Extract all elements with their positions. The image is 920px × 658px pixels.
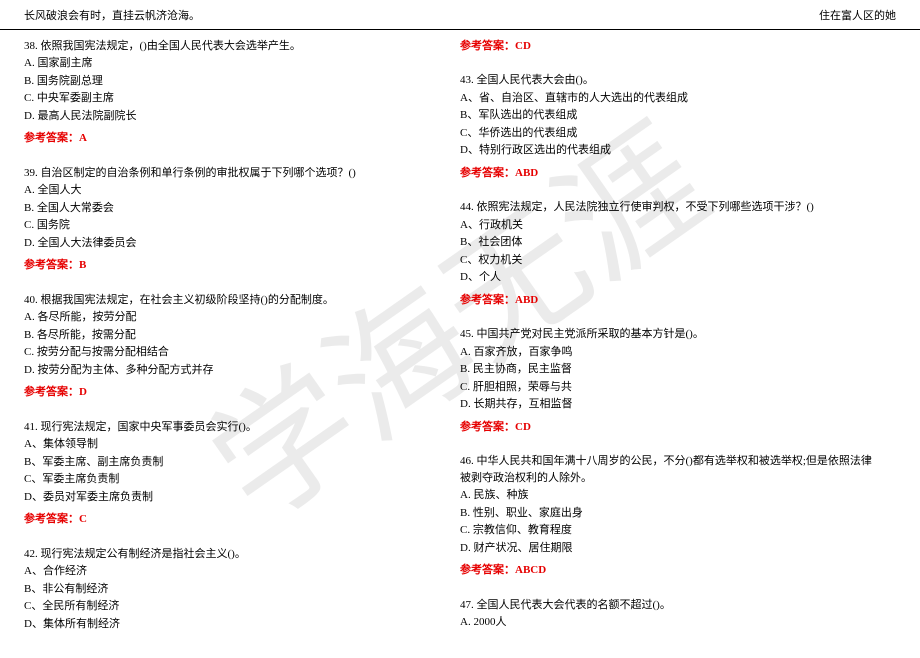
question-stem: 42. 现行宪法规定公有制经济是指社会主义()。 — [24, 546, 440, 563]
answer-line: 参考答案：C — [24, 511, 440, 528]
question-option: A、省、自治区、直辖市的人大选出的代表组成 — [460, 90, 876, 107]
question-block: 43. 全国人民代表大会由()。A、省、自治区、直辖市的人大选出的代表组成B、军… — [460, 72, 876, 181]
question-block: 41. 现行宪法规定，国家中央军事委员会实行()。A、集体领导制B、军委主席、副… — [24, 419, 440, 528]
question-option: C、军委主席负责制 — [24, 471, 440, 488]
left-column: 38. 依照我国宪法规定，()由全国人民代表大会选举产生。A. 国家副主席B. … — [24, 38, 460, 651]
question-block: 46. 中华人民共和国年满十八周岁的公民，不分()都有选举权和被选举权;但是依照… — [460, 453, 876, 579]
question-option: A. 各尽所能，按劳分配 — [24, 309, 440, 326]
header-quote: 长风破浪会有时，直挂云帆济沧海。 — [24, 8, 200, 25]
page-header: 长风破浪会有时，直挂云帆济沧海。 住在富人区的她 — [0, 0, 920, 30]
question-option: D、个人 — [460, 269, 876, 286]
question-option: D、特别行政区选出的代表组成 — [460, 142, 876, 159]
question-option: C、权力机关 — [460, 252, 876, 269]
question-option: A. 2000人 — [460, 614, 876, 631]
question-option: D. 按劳分配为主体、多种分配方式并存 — [24, 362, 440, 379]
question-option: B、非公有制经济 — [24, 581, 440, 598]
question-block: 44. 依照宪法规定，人民法院独立行使审判权，不受下列哪些选项干涉？()A、行政… — [460, 199, 876, 308]
question-stem: 38. 依照我国宪法规定，()由全国人民代表大会选举产生。 — [24, 38, 440, 55]
question-option: B、军队选出的代表组成 — [460, 107, 876, 124]
answer-line: 参考答案：ABCD — [460, 562, 876, 579]
question-option: A. 全国人大 — [24, 182, 440, 199]
question-stem: 44. 依照宪法规定，人民法院独立行使审判权，不受下列哪些选项干涉？() — [460, 199, 876, 216]
question-block: 40. 根据我国宪法规定，在社会主义初级阶段坚持()的分配制度。A. 各尽所能，… — [24, 292, 440, 401]
question-option: B. 全国人大常委会 — [24, 200, 440, 217]
question-stem: 40. 根据我国宪法规定，在社会主义初级阶段坚持()的分配制度。 — [24, 292, 440, 309]
question-option: B、军委主席、副主席负责制 — [24, 454, 440, 471]
answer-line: 参考答案：D — [24, 384, 440, 401]
question-stem: 47. 全国人民代表大会代表的名额不超过()。 — [460, 597, 876, 614]
question-option: B、社会团体 — [460, 234, 876, 251]
question-block: 39. 自治区制定的自治条例和单行条例的审批权属于下列哪个选项？()A. 全国人… — [24, 165, 440, 274]
question-option: A、行政机关 — [460, 217, 876, 234]
question-option: C、华侨选出的代表组成 — [460, 125, 876, 142]
question-option: A. 民族、种族 — [460, 487, 876, 504]
question-option: B. 国务院副总理 — [24, 73, 440, 90]
question-block: 45. 中国共产党对民主党派所采取的基本方针是()。A. 百家齐放，百家争鸣B.… — [460, 326, 876, 435]
page-content: 38. 依照我国宪法规定，()由全国人民代表大会选举产生。A. 国家副主席B. … — [0, 30, 920, 658]
question-option: C. 国务院 — [24, 217, 440, 234]
question-stem: 39. 自治区制定的自治条例和单行条例的审批权属于下列哪个选项？() — [24, 165, 440, 182]
question-option: D、委员对军委主席负责制 — [24, 489, 440, 506]
header-right-text: 住在富人区的她 — [819, 8, 896, 25]
question-option: C. 宗教信仰、教育程度 — [460, 522, 876, 539]
question-option: C. 肝胆相照，荣辱与共 — [460, 379, 876, 396]
question-option: B. 性别、职业、家庭出身 — [460, 505, 876, 522]
question-option: C、全民所有制经济 — [24, 598, 440, 615]
question-block: 42. 现行宪法规定公有制经济是指社会主义()。A、合作经济B、非公有制经济C、… — [24, 546, 440, 633]
question-option: D. 财产状况、居住期限 — [460, 540, 876, 557]
question-stem: 43. 全国人民代表大会由()。 — [460, 72, 876, 89]
question-option: D. 长期共存，互相监督 — [460, 396, 876, 413]
right-column: 参考答案：CD 43. 全国人民代表大会由()。A、省、自治区、直辖市的人大选出的… — [460, 38, 896, 651]
answer-line: 参考答案：CD — [460, 38, 876, 55]
question-option: A. 百家齐放，百家争鸣 — [460, 344, 876, 361]
answer-line: 参考答案：A — [24, 130, 440, 147]
question-stem: 41. 现行宪法规定，国家中央军事委员会实行()。 — [24, 419, 440, 436]
question-option: A. 国家副主席 — [24, 55, 440, 72]
answer-line: 参考答案：ABD — [460, 292, 876, 309]
question-option: A、集体领导制 — [24, 436, 440, 453]
question-option: D. 全国人大法律委员会 — [24, 235, 440, 252]
question-option: A、合作经济 — [24, 563, 440, 580]
question-stem: 45. 中国共产党对民主党派所采取的基本方针是()。 — [460, 326, 876, 343]
question-option: C. 中央军委副主席 — [24, 90, 440, 107]
question-option: D、集体所有制经济 — [24, 616, 440, 633]
question-option: C. 按劳分配与按需分配相结合 — [24, 344, 440, 361]
question-stem: 46. 中华人民共和国年满十八周岁的公民，不分()都有选举权和被选举权;但是依照… — [460, 453, 876, 486]
question-option: B. 民主协商，民主监督 — [460, 361, 876, 378]
answer-line: 参考答案：ABD — [460, 165, 876, 182]
answer-line: 参考答案：CD — [460, 419, 876, 436]
question-block: 47. 全国人民代表大会代表的名额不超过()。A. 2000人 — [460, 597, 876, 631]
answer-line: 参考答案：B — [24, 257, 440, 274]
question-block: 38. 依照我国宪法规定，()由全国人民代表大会选举产生。A. 国家副主席B. … — [24, 38, 440, 147]
question-option: D. 最高人民法院副院长 — [24, 108, 440, 125]
question-option: B. 各尽所能，按需分配 — [24, 327, 440, 344]
